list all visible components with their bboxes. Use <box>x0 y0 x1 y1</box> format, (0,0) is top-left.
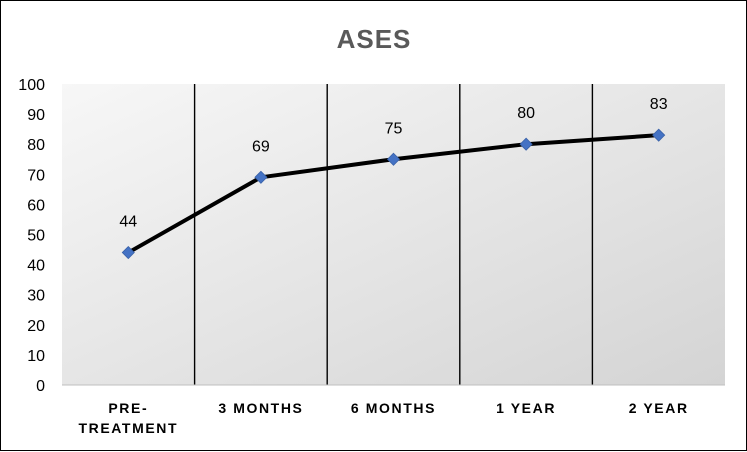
data-label: 80 <box>517 105 535 122</box>
y-tick-label: 10 <box>27 348 45 365</box>
x-tick-label: 2 YEAR <box>629 400 689 416</box>
data-point-marker <box>254 170 268 184</box>
y-tick-label: 60 <box>27 197 45 214</box>
chart-title: ASES <box>337 24 412 54</box>
data-label: 83 <box>650 96 668 113</box>
data-point-marker <box>652 128 666 142</box>
data-point-marker <box>121 245 135 260</box>
x-tick-label: 1 YEAR <box>496 400 556 416</box>
y-tick-label: 80 <box>27 137 45 154</box>
y-tick-label: 20 <box>27 318 45 335</box>
data-label: 69 <box>252 138 270 155</box>
y-tick-label: 30 <box>27 288 45 305</box>
data-point-marker <box>386 152 401 166</box>
y-tick-label: 70 <box>27 167 45 184</box>
y-tick-label: 90 <box>27 107 45 124</box>
y-tick-label: 100 <box>18 77 45 94</box>
y-tick-label: 40 <box>27 258 45 275</box>
data-label: 75 <box>385 120 403 137</box>
data-label: 44 <box>119 214 137 231</box>
y-tick-label: 0 <box>36 378 45 395</box>
x-tick-label: 6 MONTHS <box>351 400 436 416</box>
y-tick-label: 50 <box>27 228 45 245</box>
data-point-marker <box>519 137 533 151</box>
x-tick-label: 3 MONTHS <box>218 400 303 416</box>
x-tick-label: PRE-TREATMENT <box>78 400 178 436</box>
plot-area <box>62 84 725 385</box>
